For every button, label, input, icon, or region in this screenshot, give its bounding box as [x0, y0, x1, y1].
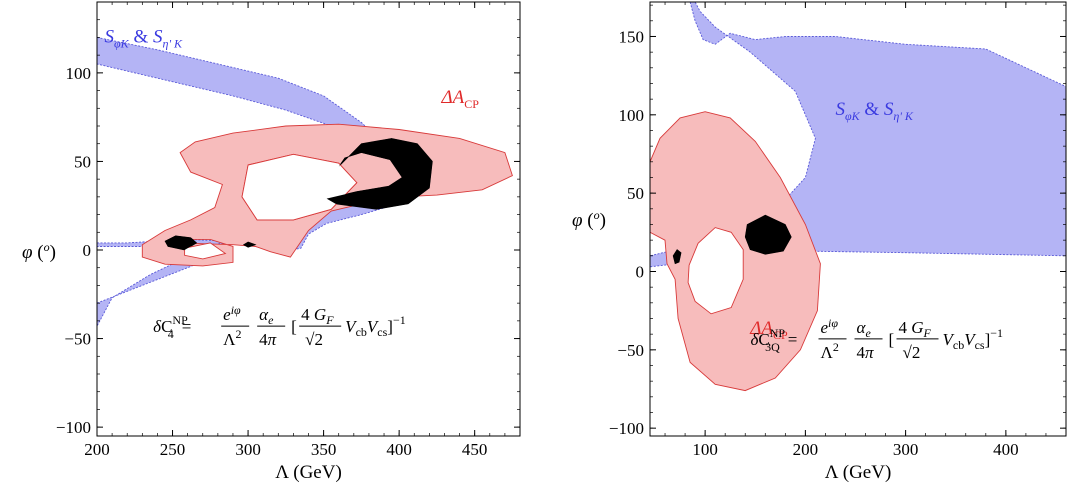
delta-acp-label: ΔACP: [749, 318, 788, 342]
y-tick-label: −50: [617, 341, 644, 360]
y-tick-label: 100: [66, 64, 92, 83]
overlap-blob-1: [165, 235, 197, 250]
x-tick-label: 200: [84, 440, 110, 459]
x-tick-label: 450: [462, 440, 488, 459]
y-axis-title: φ (o): [572, 208, 606, 231]
plot-area: [650, 2, 1066, 392]
formula-bracket-open: [: [889, 330, 895, 349]
overlap-blob-1: [673, 249, 682, 264]
overlap-blob-2: [243, 242, 256, 248]
plot-frame: [649, 1, 1067, 437]
formula-annotation: δCNP 4 = eiφ Λ2 αe 4π [4 GF √2 VcbVcs]−1: [153, 303, 406, 349]
x-axis-title: Λ (GeV): [275, 462, 342, 483]
overlap-blob-0: [326, 138, 433, 210]
allowed-region-hole-1: [184, 242, 227, 260]
x-axis-title: Λ (GeV): [825, 462, 892, 483]
x-tick-label: 250: [160, 440, 186, 459]
formula-num2: αe: [259, 305, 274, 327]
plot-area: [97, 36, 513, 327]
x-tick-label: 400: [993, 440, 1019, 459]
y-tick-label: 0: [83, 241, 92, 260]
formula-num3: 4 GF: [899, 318, 932, 340]
formula-den3: √2: [305, 330, 323, 349]
formula-bracket-open: [: [291, 317, 297, 336]
y-tick-label: −100: [609, 419, 644, 438]
formula-tail: VcbVcs]−1: [943, 326, 1004, 352]
formula-lhs: δCNP 3Q =: [751, 326, 798, 354]
formula-tail: VcbVcs]−1: [345, 313, 406, 339]
y-tick-label: 0: [636, 262, 645, 281]
formula-den1: Λ2: [821, 340, 839, 362]
x-tick-label: 200: [793, 440, 819, 459]
asymmetry-label: SφK & Sη' K: [105, 27, 183, 51]
delta-acp-label: ΔACP: [440, 87, 479, 111]
y-tick-label: 100: [619, 106, 645, 125]
formula-num1: eiφ: [821, 316, 839, 337]
formula-num1: eiφ: [223, 303, 241, 324]
formula-den2: 4π: [857, 343, 875, 362]
x-tick-label: 350: [311, 440, 337, 459]
formula-num3: 4 GF: [301, 305, 334, 327]
y-tick-label: 50: [74, 152, 91, 171]
y-tick-label: −100: [56, 418, 91, 437]
formula-num2: αe: [857, 318, 872, 340]
overlap-blob-0: [745, 215, 792, 255]
y-tick-label: −50: [64, 330, 91, 349]
asymmetry-label: SφK & Sη' K: [835, 99, 913, 123]
formula-den1: Λ2: [223, 327, 241, 349]
allowed-region-hole-0: [241, 153, 358, 221]
y-tick-label: 50: [627, 184, 644, 203]
x-tick-label: 300: [893, 440, 919, 459]
right-chart-panel: 100 200 300 400 −100 −50 0 50 100 150 Λ (GeV) φ (o)…: [572, 1, 1067, 483]
x-tick-label: 400: [386, 440, 412, 459]
y-tick-label: 150: [619, 27, 645, 46]
y-axis-title: φ (o): [22, 240, 56, 263]
x-tick-label: 300: [235, 440, 261, 459]
formula-lhs: δCNP 4 =: [153, 313, 191, 341]
left-chart-panel: 200 250 300 350 400 450 −100 −50 0 50 100 Λ (GeV) φ …: [22, 1, 521, 483]
formula-den2: 4π: [259, 330, 277, 349]
asymmetry-region-0: [650, 2, 1066, 268]
x-tick-label: 100: [692, 440, 718, 459]
formula-den3: √2: [903, 343, 921, 362]
allowed-region-hole-0: [687, 227, 744, 315]
